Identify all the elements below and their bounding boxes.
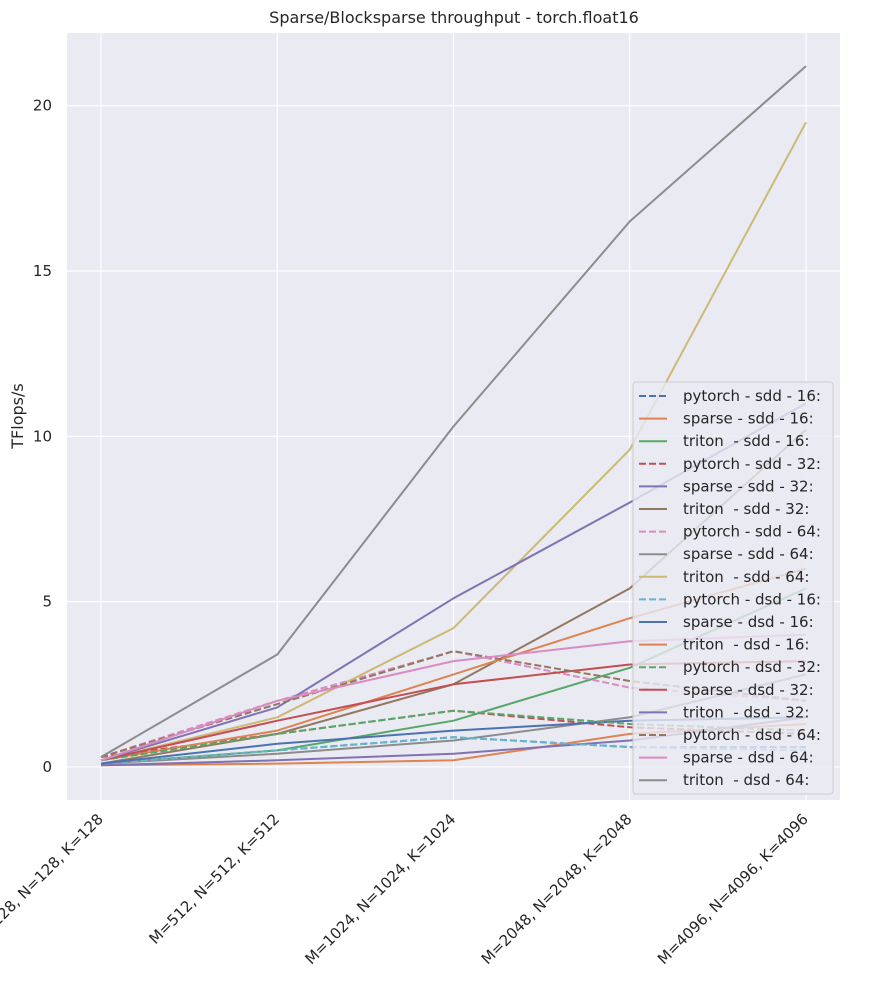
x-tick-label: M=512, N=512, K=512 xyxy=(145,810,283,948)
x-tick-labels: M=128, N=128, K=128 M=512, N=512, K=512 M=… xyxy=(0,810,812,968)
legend-label: pytorch - dsd - 16: xyxy=(683,590,821,608)
legend: pytorch - sdd - 16: sparse - sdd - 16: tri… xyxy=(632,381,834,795)
y-tick-label: 5 xyxy=(42,593,52,611)
x-tick-label: M=4096, N=4096, K=4096 xyxy=(654,810,812,968)
y-tick-labels: 0 5 10 15 20 xyxy=(33,97,52,776)
legend-label: sparse - sdd - 16: xyxy=(683,410,814,428)
y-tick-label: 20 xyxy=(33,97,52,115)
legend-label: pytorch - sdd - 64: xyxy=(683,523,821,541)
legend-label: triton - sdd - 64: xyxy=(683,568,809,586)
series-line xyxy=(100,736,807,765)
y-tick-label: 0 xyxy=(42,758,52,776)
legend-box xyxy=(632,381,834,795)
legend-label: sparse - sdd - 64: xyxy=(683,545,814,563)
legend-label: sparse - sdd - 32: xyxy=(683,477,814,495)
legend-label: sparse - dsd - 16: xyxy=(683,613,814,631)
series-line xyxy=(100,65,807,758)
series-line xyxy=(100,121,807,762)
legend-label: pytorch - dsd - 32: xyxy=(683,658,821,676)
x-tick-label: M=1024, N=1024, K=1024 xyxy=(301,810,459,968)
series-lines xyxy=(100,65,807,767)
x-tick-label: M=2048, N=2048, K=2048 xyxy=(478,810,636,968)
legend-label: sparse - dsd - 32: xyxy=(683,681,814,699)
legend-label: triton - dsd - 16: xyxy=(683,636,809,654)
legend-label: pytorch - sdd - 32: xyxy=(683,455,821,473)
legend-label: pytorch - dsd - 64: xyxy=(683,726,821,744)
series-line xyxy=(100,650,807,758)
legend-label: triton - sdd - 32: xyxy=(683,500,809,518)
legend-label: sparse - dsd - 64: xyxy=(683,749,814,767)
legend-label: pytorch - sdd - 16: xyxy=(683,387,821,405)
x-tick-label: M=128, N=128, K=128 xyxy=(0,810,107,948)
legend-label: triton - dsd - 32: xyxy=(683,703,809,721)
y-axis-label: TFlops/s xyxy=(8,383,27,449)
legend-label: triton - dsd - 64: xyxy=(683,771,809,789)
y-tick-label: 15 xyxy=(33,262,52,280)
y-tick-label: 10 xyxy=(33,427,52,445)
chart-title: Sparse/Blocksparse throughput - torch.fl… xyxy=(269,8,639,27)
legend-label: triton - sdd - 16: xyxy=(683,432,809,450)
